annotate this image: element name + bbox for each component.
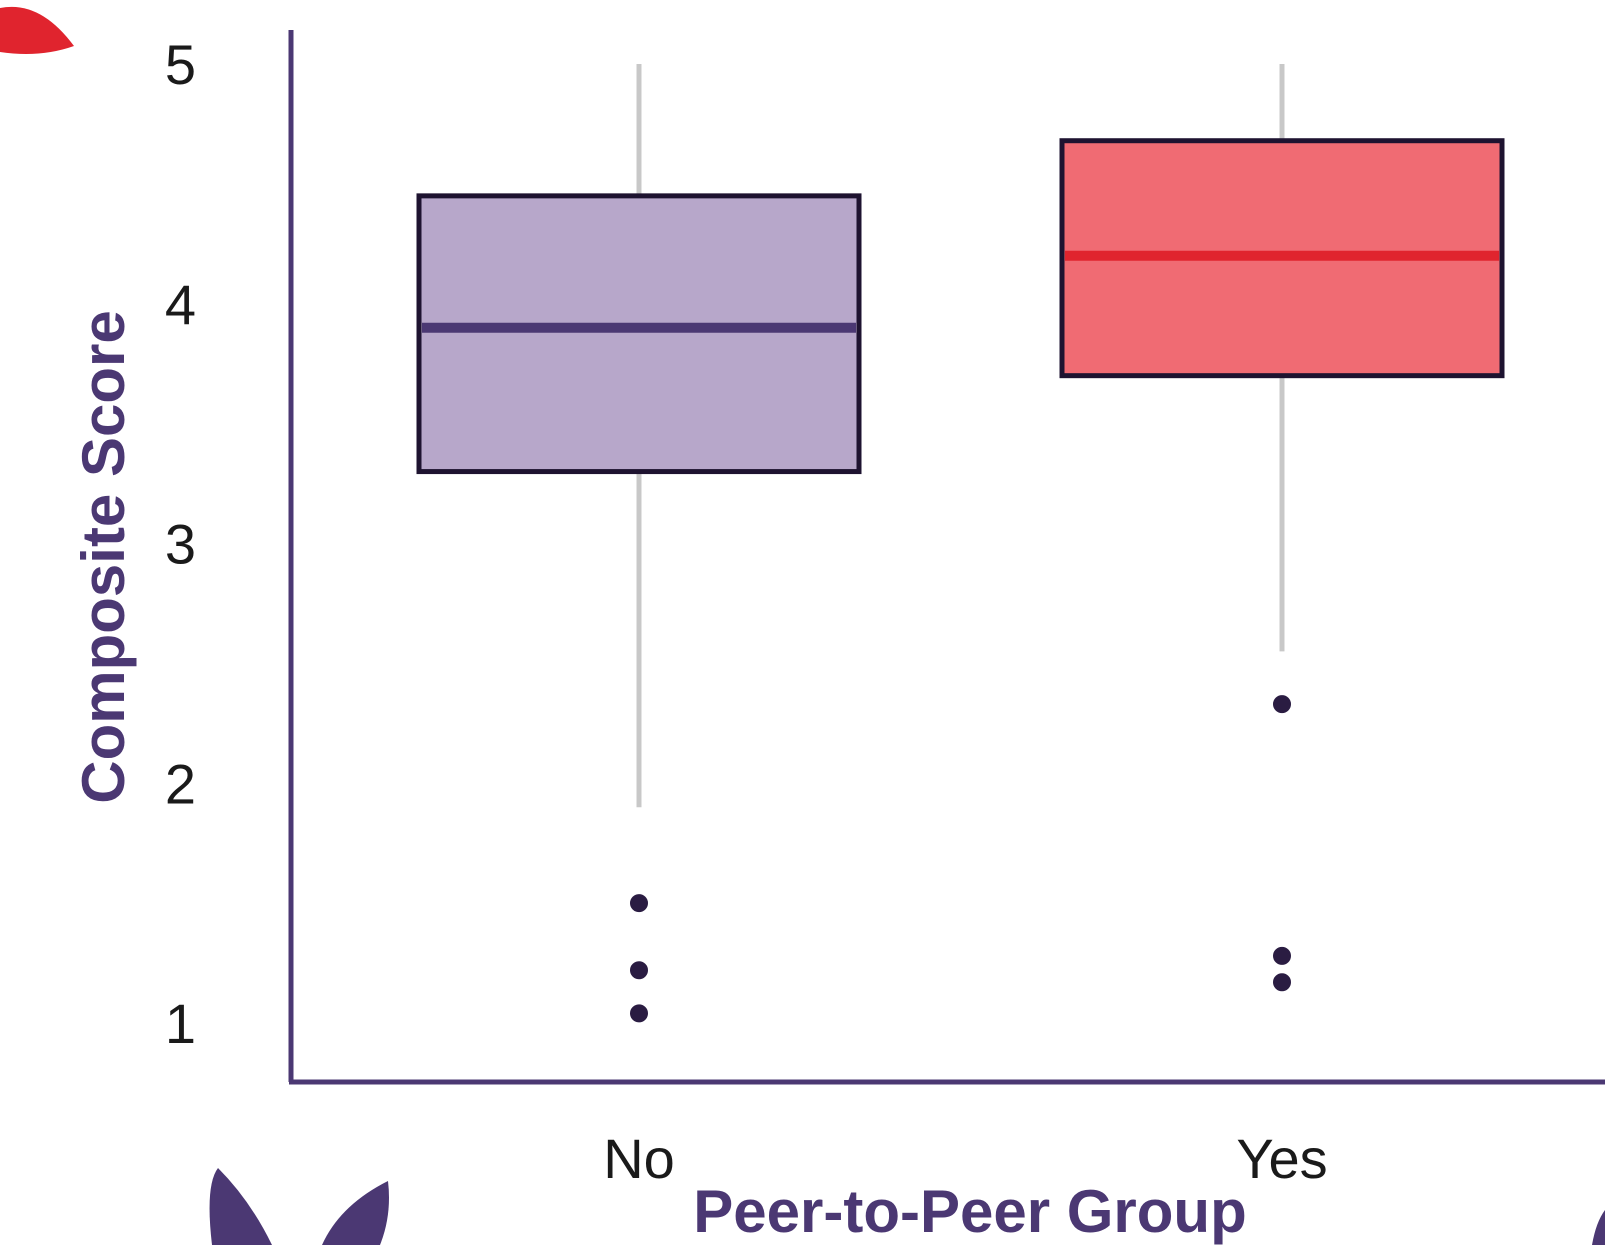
plot-area bbox=[416, 64, 1505, 1023]
outlier-point bbox=[630, 1004, 648, 1023]
y-tick-label: 5 bbox=[165, 33, 196, 96]
y-tick-label: 3 bbox=[165, 513, 196, 576]
y-axis-title: Composite Score bbox=[70, 310, 137, 803]
y-tick-label: 4 bbox=[165, 273, 196, 336]
x-tick-labels: No Yes bbox=[603, 1127, 1327, 1190]
outlier-point bbox=[1273, 946, 1291, 965]
y-tick-label: 2 bbox=[165, 752, 196, 815]
x-tick-label: No bbox=[603, 1127, 675, 1190]
box-group-no bbox=[416, 64, 862, 1023]
x-tick-label: Yes bbox=[1236, 1127, 1327, 1190]
decorative-purple-shape bbox=[1592, 1210, 1605, 1245]
outlier-point bbox=[1273, 695, 1291, 714]
outlier-point bbox=[630, 894, 648, 913]
box-group-yes bbox=[1059, 64, 1505, 992]
box bbox=[416, 193, 862, 475]
y-tick-label: 1 bbox=[165, 992, 196, 1055]
decorative-purple-shape bbox=[209, 1168, 272, 1245]
outlier-point bbox=[630, 961, 648, 980]
decorative-red-shape bbox=[0, 6, 74, 54]
outlier-point bbox=[1273, 973, 1291, 992]
y-tick-labels: 1 2 3 4 5 bbox=[165, 33, 196, 1055]
x-axis-title: Peer-to-Peer Group bbox=[693, 1178, 1246, 1245]
decorative-purple-shape bbox=[322, 1181, 389, 1245]
